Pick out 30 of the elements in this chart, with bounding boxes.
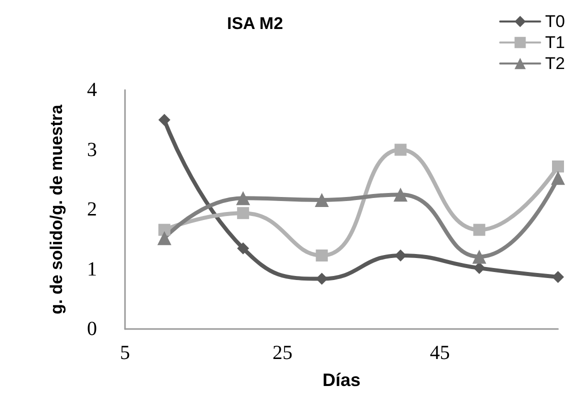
chart-title: ISA M2 [227, 14, 284, 33]
x-tick-label: 25 [272, 342, 292, 364]
y-tick-label: 3 [87, 138, 97, 161]
point [473, 224, 486, 236]
x-axis-title: Días [322, 370, 361, 390]
point [552, 271, 564, 284]
point [158, 114, 170, 126]
legend-label: T2 [545, 54, 566, 73]
point [237, 242, 250, 254]
point [236, 191, 250, 206]
point [237, 207, 250, 220]
point [473, 262, 486, 274]
point [551, 170, 565, 185]
point [394, 188, 408, 202]
y-tick-label: 4 [87, 79, 97, 101]
point [314, 192, 329, 207]
y-tick-label: 2 [87, 198, 97, 220]
point [157, 231, 172, 246]
y-tick-label: 0 [87, 318, 97, 340]
point [552, 160, 564, 172]
y-tick-label: 1 [87, 258, 97, 280]
point [472, 250, 486, 264]
y-axis-title: g. de solido/g. de muestra [47, 104, 66, 314]
x-tick-label: 5 [120, 342, 130, 364]
legend-label: T1 [545, 33, 566, 52]
x-tick-label: 45 [430, 342, 450, 364]
point [158, 224, 170, 236]
legend-label: T0 [545, 12, 566, 31]
point [394, 144, 407, 156]
point [316, 250, 328, 262]
